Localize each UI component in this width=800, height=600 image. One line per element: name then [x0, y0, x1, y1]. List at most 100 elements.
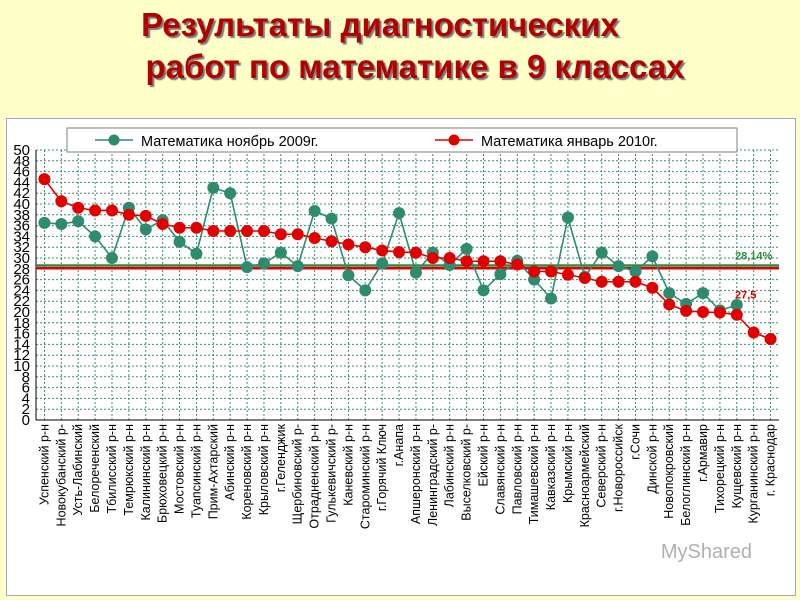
data-point	[697, 287, 710, 300]
y-tick-label: 4	[22, 390, 30, 407]
average-lines: 28,14% 27,5	[36, 251, 779, 302]
data-point	[545, 265, 558, 278]
y-tick-label: 24	[13, 282, 30, 299]
legend-label: Математика январь 2010г.	[481, 134, 658, 150]
data-point	[291, 228, 304, 241]
x-tick-label: Динской р-н	[645, 424, 659, 494]
y-tick-label: 40	[13, 196, 30, 213]
x-tick-label: Павловский р-н	[510, 424, 524, 514]
data-point	[308, 205, 321, 218]
data-point	[545, 292, 558, 305]
data-point	[139, 223, 152, 236]
x-tick-label: Калининский р-н	[139, 424, 153, 521]
data-point	[241, 225, 254, 237]
x-tick-label: Абинский р-н	[223, 424, 237, 501]
data-point	[342, 269, 355, 282]
data-point	[38, 216, 51, 229]
data-point	[55, 195, 68, 208]
data-point	[561, 211, 574, 224]
x-tick-label: Белореченский	[88, 424, 102, 513]
data-point	[139, 209, 152, 222]
x-tick-label: Крыловский р-н	[257, 424, 271, 515]
x-tick-label: Староминский р-н	[358, 424, 372, 529]
data-point	[274, 246, 287, 259]
x-tick-label: Крымский р-н	[561, 424, 575, 503]
plot-area	[36, 150, 779, 420]
y-tick-label: 26	[13, 272, 30, 289]
y-tick-label: 30	[13, 250, 30, 267]
data-point	[629, 275, 642, 288]
x-tick-label: г.Горячий Ключ	[375, 424, 389, 511]
data-point	[477, 284, 490, 297]
data-point	[680, 304, 693, 317]
data-point	[359, 241, 372, 254]
y-tick-label: 28	[13, 261, 30, 278]
data-point	[393, 207, 406, 220]
data-point	[393, 246, 406, 259]
data-point	[55, 217, 68, 230]
x-tick-label: Туапсинский р-н	[189, 424, 203, 518]
y-tick-label: 12	[13, 347, 30, 364]
data-point	[460, 242, 473, 255]
chart-legend: Математика ноябрь 2009г. Математика январ…	[66, 127, 738, 153]
x-tick-label: Брюховецкий р-н	[156, 424, 170, 523]
y-tick-label: 22	[13, 293, 30, 310]
data-point	[460, 255, 473, 268]
data-point	[426, 252, 439, 264]
data-point	[72, 201, 85, 214]
x-tick-label: Усть-Лабинский	[71, 424, 85, 516]
y-tick-label: 36	[13, 218, 30, 235]
data-point	[224, 225, 237, 237]
data-point	[257, 257, 270, 270]
data-point	[747, 326, 760, 339]
data-point	[173, 235, 186, 248]
data-point	[376, 244, 389, 257]
data-point	[595, 246, 608, 259]
data-point	[494, 255, 507, 268]
y-tick-label: 32	[13, 239, 30, 256]
x-tick-label: Тимашевский р-н	[527, 424, 541, 524]
chart-axes: 0246810121416182022242628303234363840424…	[13, 142, 779, 529]
x-tick-label: г.Геленджик	[274, 423, 288, 492]
data-point	[207, 225, 220, 237]
x-tick-label: Темрюкский р-н	[122, 424, 136, 516]
data-point	[105, 204, 118, 217]
data-point	[376, 257, 389, 270]
average-line-label: 28,14%	[735, 251, 773, 263]
x-tick-label: Выселковский р-	[460, 424, 474, 521]
data-point	[629, 265, 642, 278]
data-point	[730, 308, 743, 321]
data-point	[38, 173, 51, 186]
y-tick-label: 50	[13, 142, 30, 159]
data-point	[257, 225, 270, 237]
y-tick-label: 20	[13, 304, 30, 321]
y-tick-label: 42	[13, 185, 30, 202]
y-tick-label: 6	[22, 380, 30, 397]
x-tick-label: Мостовский р-н	[173, 424, 187, 514]
x-tick-label: Ленинградский р-	[426, 424, 440, 526]
data-point	[595, 275, 608, 288]
y-tick-label: 18	[13, 315, 30, 332]
y-tick-label: 48	[13, 153, 30, 170]
data-point	[173, 221, 186, 234]
data-point	[190, 247, 203, 260]
x-tick-label: Курганинский р-н	[747, 424, 761, 524]
x-tick-label: г.Анапа	[392, 424, 406, 466]
x-tick-label: Апшеронский р-н	[409, 424, 423, 524]
data-point	[409, 246, 422, 259]
data-point	[764, 333, 777, 345]
data-point	[207, 181, 220, 194]
data-point	[89, 230, 102, 243]
x-tick-label: г.Сочи	[628, 424, 642, 460]
x-tick-label: Каневский р-н	[341, 424, 355, 506]
y-tick-label: 8	[22, 369, 30, 386]
y-tick-label: 0	[22, 412, 30, 429]
page-title: Результаты диагностических работ по мате…	[0, 4, 800, 88]
data-point	[409, 266, 422, 279]
legend-box	[66, 127, 738, 153]
x-tick-label: г.Армавир	[696, 424, 710, 482]
y-tick-label: 10	[13, 358, 30, 375]
legend-swatch-marker	[448, 134, 460, 146]
x-tick-label: Тбилисский р-н	[105, 424, 119, 514]
data-point	[494, 268, 507, 281]
